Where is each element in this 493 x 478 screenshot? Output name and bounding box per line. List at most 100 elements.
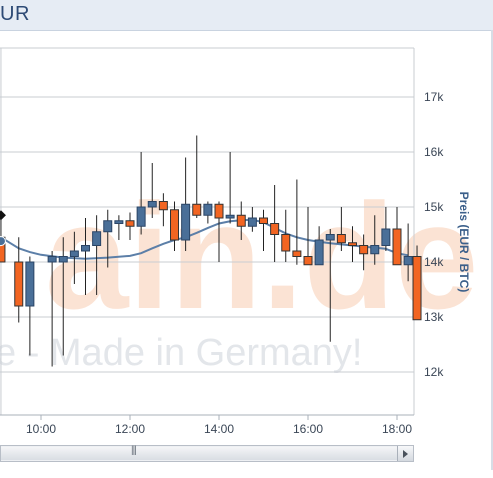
candle-body-down <box>412 256 422 321</box>
scroll-thumb[interactable]: ||| <box>1 445 398 460</box>
candle <box>158 193 168 227</box>
chart-title: UR <box>0 3 30 25</box>
candle <box>314 226 324 266</box>
candle <box>281 209 291 262</box>
candle <box>370 215 380 265</box>
y-tick-label: 14k <box>424 255 444 269</box>
candle-body-down <box>281 234 291 252</box>
candle-body-up <box>181 203 191 241</box>
x-tick-label: 14:00 <box>204 422 234 436</box>
candle <box>103 209 113 268</box>
candle <box>136 152 146 235</box>
point-marker <box>0 236 6 247</box>
y-tick-label: 13k <box>424 310 444 324</box>
candle-body-up <box>147 201 157 208</box>
candle-body-down <box>214 203 224 219</box>
candle-body-down <box>348 242 357 246</box>
candle-body-down <box>170 209 179 241</box>
candle-body-up <box>225 214 235 219</box>
candle <box>292 179 302 265</box>
candle-body-up <box>136 206 146 227</box>
candles <box>0 135 422 367</box>
time-scrollbar[interactable]: ||| <box>0 445 414 462</box>
candle-body-up <box>92 231 102 246</box>
candle <box>392 207 402 266</box>
candle <box>214 201 224 262</box>
candle-body-up <box>103 220 113 233</box>
candle <box>336 207 346 251</box>
x-axis: 10:00 12:00 14:00 16:00 18:00 <box>0 414 414 436</box>
candle <box>348 226 357 262</box>
candle-body-down <box>192 203 202 216</box>
candle <box>381 207 391 251</box>
candle <box>47 251 57 367</box>
candle-body-down <box>336 234 346 244</box>
candle <box>203 201 213 224</box>
candle-body-up <box>58 256 68 263</box>
candle <box>125 212 135 240</box>
candle-body-down <box>359 245 369 255</box>
chart-header: UR <box>0 0 493 31</box>
watermark: ain.de e - Made in Germany! <box>0 172 478 374</box>
candle-body-up <box>47 256 57 263</box>
candle <box>170 201 179 251</box>
candle <box>403 223 413 282</box>
y-axis-label: Preis (EUR / BTC) <box>457 192 471 293</box>
x-tick-label: 16:00 <box>293 422 323 436</box>
candle-body-up <box>114 220 124 224</box>
candle-body-down <box>236 214 246 227</box>
candle-body-down <box>303 256 313 266</box>
candle <box>270 185 280 262</box>
candle-body-up <box>314 239 324 266</box>
diamond-marker <box>0 210 6 221</box>
y-axis: 12k 13k 14k 15k 16k 17k <box>424 90 444 379</box>
candle <box>69 231 79 284</box>
candle <box>325 229 335 342</box>
candle-body-up <box>203 203 213 216</box>
candle-body-down <box>14 261 24 307</box>
candle <box>147 163 157 218</box>
candle-body-up <box>69 250 79 257</box>
x-tick-label: 18:00 <box>382 422 412 436</box>
candle <box>14 237 24 323</box>
x-tick-label: 10:00 <box>26 422 56 436</box>
candle-body-up <box>381 228 391 246</box>
x-tick-label: 12:00 <box>115 422 145 436</box>
grid <box>0 47 415 415</box>
candle-body-up <box>403 256 413 266</box>
candle <box>81 218 90 295</box>
candle-body-up <box>370 245 380 255</box>
candle-body-down <box>270 223 280 235</box>
candle-body-down <box>158 201 168 211</box>
candle <box>412 245 422 321</box>
watermark-tagline: e - Made in Germany! <box>0 332 362 374</box>
candle <box>225 152 235 224</box>
candle-body-down <box>259 217 268 224</box>
scroll-right-arrow-icon[interactable] <box>397 446 413 461</box>
candle-body-down <box>392 228 402 266</box>
candle-body-down <box>292 250 302 257</box>
candle-body-up <box>81 245 90 252</box>
y-tick-label: 16k <box>424 145 444 159</box>
candle <box>92 215 102 295</box>
candle <box>359 234 369 271</box>
candle <box>25 256 35 356</box>
panel-edge <box>491 30 493 470</box>
candle <box>114 215 124 240</box>
candle <box>236 201 246 240</box>
candle-body-up <box>325 234 335 241</box>
y-tick-label: 12k <box>424 365 444 379</box>
y-tick-label: 17k <box>424 90 444 104</box>
candle <box>259 209 268 251</box>
candle-body-up <box>247 217 257 227</box>
candle <box>58 237 68 356</box>
grip-icon: ||| <box>131 445 137 456</box>
price-chart: ain.de e - Made in Germany! 12k 13k 14k 15k… <box>0 47 478 436</box>
markers <box>0 210 6 247</box>
candle-body-down <box>125 220 135 227</box>
candle <box>181 157 191 251</box>
candle <box>247 207 257 232</box>
candle <box>303 207 313 266</box>
candle-body-up <box>25 261 35 307</box>
y-tick-label: 15k <box>424 200 444 214</box>
